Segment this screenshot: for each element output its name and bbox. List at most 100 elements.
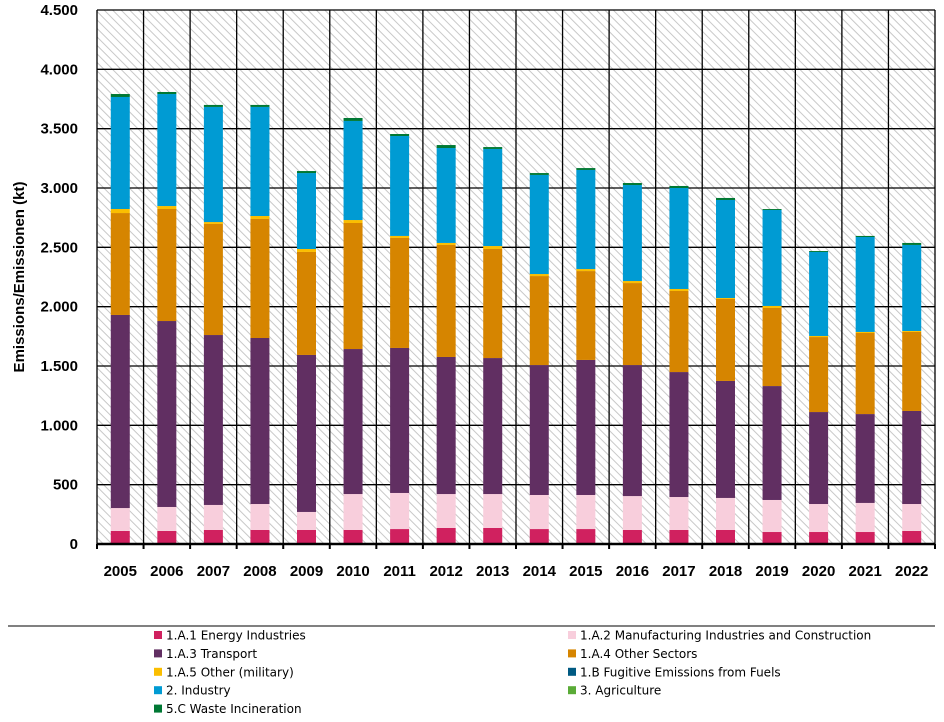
- bar-segment: [110, 96, 130, 210]
- bar-segment: [297, 354, 316, 512]
- bar-segment: [716, 497, 735, 530]
- bar-segment: [436, 527, 456, 544]
- axes: 0 500 1.000 1.500 2.000 2.500 3.000 3.500 4.000 4…: [40, 2, 936, 580]
- bar-segment: [343, 529, 363, 544]
- bar-segment: [343, 220, 363, 224]
- y-tick-label: 1.000: [40, 417, 78, 434]
- bar-segment: [483, 246, 503, 249]
- bar-segment: [529, 276, 549, 366]
- bar-segment: [529, 529, 549, 544]
- bar-segment: [390, 237, 410, 348]
- bar-segment: [669, 529, 689, 544]
- bar-segment: [576, 494, 596, 530]
- bar-segment: [902, 504, 922, 531]
- x-tick-label: 2020: [802, 563, 835, 580]
- bar-segment: [390, 134, 410, 137]
- bar-segment: [855, 331, 875, 334]
- y-tick-label: 2.500: [40, 239, 78, 256]
- bar-segment: [110, 508, 130, 531]
- legend-label: 2. Industry: [166, 684, 231, 698]
- bar-segment: [483, 527, 503, 544]
- bar-segment: [157, 506, 177, 531]
- bar-segment: [529, 174, 549, 275]
- bar-segment: [250, 337, 270, 505]
- bar-segment: [250, 216, 270, 219]
- bar-segment: [157, 209, 177, 322]
- bar-segment: [390, 492, 410, 530]
- bar-segment: [762, 307, 782, 387]
- bar-segment: [855, 414, 875, 503]
- bar-segment: [110, 213, 130, 315]
- bar-segment: [576, 359, 596, 495]
- x-tick-label: 2006: [150, 563, 183, 580]
- bar-segment: [669, 497, 689, 530]
- bar-segment: [809, 532, 829, 544]
- bar-segment: [250, 504, 270, 530]
- legend-swatch: [154, 704, 162, 713]
- bar-segment: [343, 117, 363, 121]
- bar-segment: [855, 502, 875, 533]
- bar-segment: [762, 499, 782, 533]
- bar-segment: [203, 106, 223, 223]
- legend-swatch: [154, 631, 162, 639]
- bar-segment: [809, 412, 829, 505]
- x-tick-label: 2009: [290, 563, 323, 580]
- bar-segment: [250, 529, 270, 544]
- x-tick-label: 2013: [476, 563, 509, 580]
- bar-segment: [809, 335, 829, 338]
- bar-segment: [669, 372, 689, 498]
- bar-segment: [902, 330, 922, 332]
- y-tick-label: 500: [53, 477, 78, 494]
- x-tick-label: 2008: [243, 563, 276, 580]
- bar-segment: [716, 298, 735, 381]
- bar-segment: [902, 331, 922, 411]
- y-tick-label: 4.000: [40, 61, 78, 78]
- bar-segment: [529, 173, 549, 175]
- bar-segment: [529, 365, 549, 495]
- bar-segment: [110, 94, 130, 97]
- bar-segment: [716, 380, 735, 498]
- x-tick-label: 2019: [755, 563, 788, 580]
- bar-segment: [622, 529, 642, 544]
- bar-segment: [436, 242, 456, 245]
- bar-segment: [716, 197, 735, 200]
- bar-segment: [669, 185, 689, 188]
- bar-segment: [529, 494, 549, 530]
- bar-segment: [762, 305, 782, 308]
- bar-segment: [436, 148, 456, 243]
- bar-segment: [110, 530, 130, 544]
- legend-swatch: [568, 631, 576, 639]
- bar-segment: [436, 145, 456, 149]
- x-tick-label: 2017: [662, 563, 695, 580]
- x-tick-label: 2011: [383, 563, 416, 580]
- bar-segment: [576, 529, 596, 544]
- bar-segment: [809, 251, 829, 252]
- x-tick-label: 2010: [336, 563, 369, 580]
- bar-segment: [297, 511, 316, 530]
- bar-segment: [716, 529, 735, 544]
- bar-segment: [622, 365, 642, 497]
- legend-label: 1.A.5 Other (military): [166, 665, 294, 679]
- bar-segment: [483, 148, 503, 247]
- bar-segment: [203, 335, 223, 505]
- bar-segment: [576, 271, 596, 360]
- bar-segment: [809, 251, 829, 336]
- bar-segment: [203, 222, 223, 224]
- bar-segment: [343, 349, 363, 495]
- bar-segment: [669, 291, 689, 373]
- y-tick-label: 2.000: [40, 299, 78, 316]
- bar-segment: [250, 104, 270, 107]
- x-tick-label: 2005: [104, 563, 137, 580]
- legend-label: 1.A.3 Transport: [166, 647, 257, 661]
- legend: 1.A.1 Energy Industries 1.A.2 Manufacturi…: [154, 629, 871, 716]
- bar-segment: [297, 251, 316, 355]
- bar-segment: [483, 248, 503, 359]
- bar-segment: [902, 410, 922, 505]
- x-tick-label: 2021: [848, 563, 881, 580]
- bar-segment: [576, 269, 596, 272]
- bar-segment: [390, 347, 410, 493]
- y-tick-label: 3.500: [40, 121, 78, 138]
- bar-segment: [343, 223, 363, 350]
- x-tick-label: 2014: [523, 563, 557, 580]
